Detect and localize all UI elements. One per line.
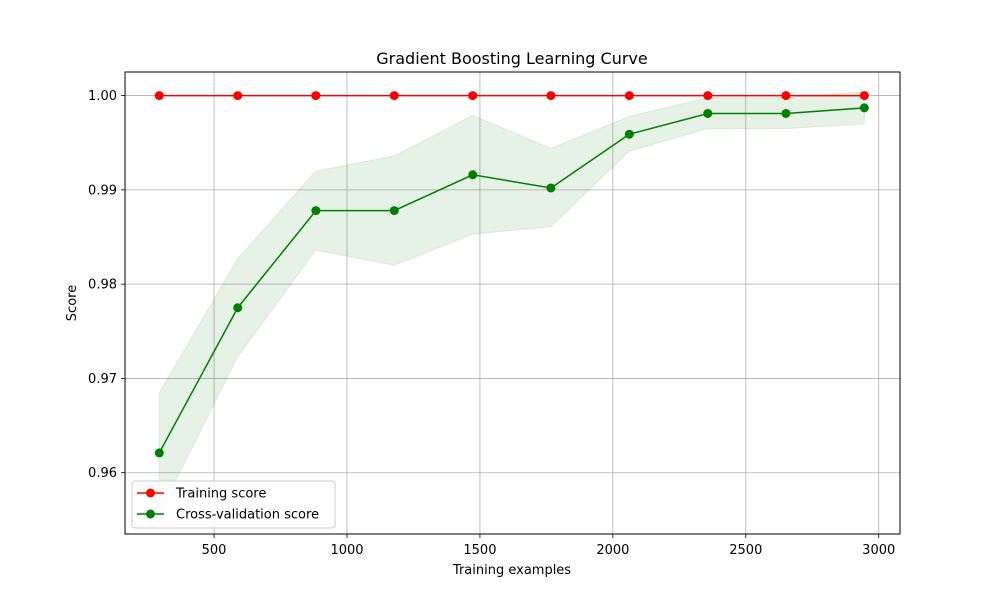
cross-validation-score-point	[468, 170, 478, 180]
training-score-point	[233, 91, 243, 101]
x-axis-label: Training examples	[452, 563, 571, 578]
cross-validation-score-point	[781, 108, 791, 118]
training-score-point	[624, 91, 634, 101]
training-score-point	[781, 91, 791, 101]
x-tick-label: 1500	[463, 543, 496, 558]
cross-validation-score-point	[389, 206, 399, 216]
plot-area-frame	[124, 71, 901, 535]
training-score-point	[468, 91, 478, 101]
cross-validation-score-point	[859, 103, 869, 113]
chart-title: Gradient Boosting Learning Curve	[376, 49, 647, 68]
cross-validation-score-point	[154, 448, 164, 458]
x-tick-label: 2500	[729, 543, 762, 558]
y-axis-ticks: 0.96 0.97 0.98 0.99 1.00	[88, 89, 125, 481]
series-lines	[158, 94, 865, 454]
training-score-point	[389, 91, 399, 101]
cross-validation-score-point	[311, 206, 321, 216]
x-tick-label: 500	[202, 543, 227, 558]
x-axis-ticks: 500 1000 1500 2000 2500 3000	[202, 534, 895, 558]
training-score-point	[154, 91, 164, 101]
legend: Training score Cross-validation score	[131, 480, 336, 529]
legend-cv-label: Cross-validation score	[176, 508, 319, 523]
cross-validation-score-band	[158, 91, 865, 514]
training-score-point	[311, 91, 321, 101]
y-tick-label: 1.00	[88, 89, 117, 104]
cross-validation-score-point	[233, 303, 243, 313]
x-tick-label: 2000	[596, 543, 629, 558]
y-tick-label: 0.96	[88, 466, 117, 481]
y-axis-label: Score	[65, 285, 80, 321]
legend-training-label: Training score	[175, 487, 266, 502]
cross-validation-score-point	[546, 183, 556, 193]
y-tick-label: 0.97	[88, 372, 117, 387]
training-score-point	[703, 91, 713, 101]
y-tick-label: 0.98	[88, 278, 117, 293]
x-tick-label: 1000	[330, 543, 363, 558]
training-score-point	[859, 91, 869, 101]
y-tick-label: 0.99	[88, 183, 117, 198]
cross-validation-score-line	[158, 107, 865, 454]
training-score-point	[546, 91, 556, 101]
cross-validation-score-point	[624, 129, 634, 139]
legend-training-marker	[146, 488, 155, 498]
series-markers	[154, 91, 869, 458]
cross-validation-score-point	[703, 108, 713, 118]
legend-cv-marker	[146, 509, 155, 519]
legend-box	[131, 480, 336, 529]
x-tick-label: 3000	[862, 543, 895, 558]
